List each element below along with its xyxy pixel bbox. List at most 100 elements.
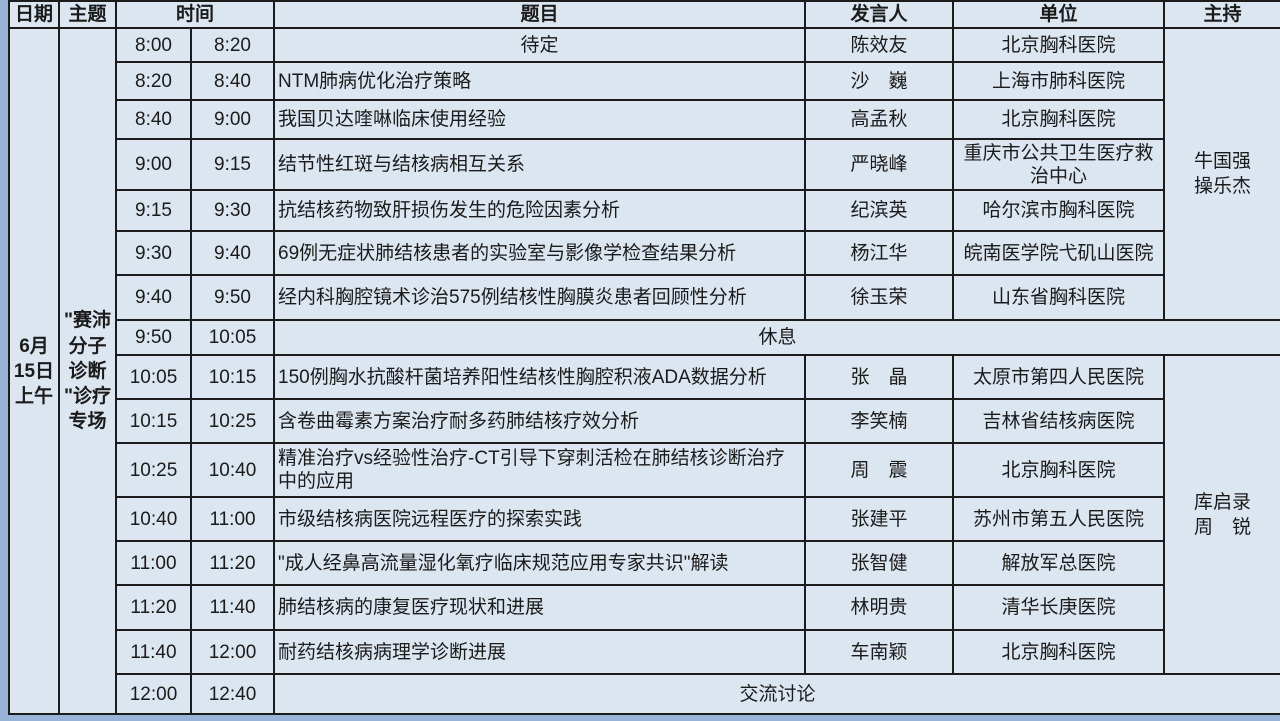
break-row: 12:00 12:40 交流讨论 xyxy=(9,673,1280,716)
topic-line: "赛沛 xyxy=(63,310,111,332)
time-end-cell: 8:40 xyxy=(189,61,276,102)
org-cell: 北京胸科医院 xyxy=(952,629,1166,676)
date-line: 15日 xyxy=(13,360,55,382)
host-line: 库启录 xyxy=(1194,491,1252,513)
title-cell: 含卷曲霉素方案治疗耐多药肺结核疗效分析 xyxy=(273,398,807,445)
org-cell: 北京胸科医院 xyxy=(952,99,1166,141)
time-start-cell: 8:00 xyxy=(115,27,192,64)
date-cell: 6月 15日 上午 xyxy=(8,27,60,716)
table-row: 11:00 11:20 "成人经鼻高流量湿化氧疗临床规范应用专家共识"解读 张智… xyxy=(9,540,1280,587)
speaker-cell: 杨江华 xyxy=(804,230,955,277)
time-start-cell: 9:15 xyxy=(115,189,192,233)
topic-cell: "赛沛 分子 诊断 "诊疗 专场 xyxy=(58,27,117,716)
header-host: 主持 xyxy=(1163,0,1280,30)
host-line: 操乐杰 xyxy=(1194,176,1252,198)
host-cell: 牛国强 操乐杰 xyxy=(1163,27,1280,322)
table-row: 8:20 8:40 NTM肺病优化治疗策略 沙 巍 上海市肺科医院 xyxy=(9,61,1280,102)
time-start-cell: 11:00 xyxy=(115,540,192,587)
table-row: 9:15 9:30 抗结核药物致肝损伤发生的危险因素分析 纪滨英 哈尔滨市胸科医… xyxy=(9,189,1280,233)
time-start-cell: 8:20 xyxy=(115,61,192,102)
time-end-cell: 11:40 xyxy=(189,584,276,632)
time-end-cell: 8:20 xyxy=(189,27,276,64)
time-end-cell: 9:15 xyxy=(189,138,276,192)
org-cell: 吉林省结核病医院 xyxy=(952,398,1166,445)
org-cell: 苏州市第五人民医院 xyxy=(952,496,1166,543)
title-cell: 150例胸水抗酸杆菌培养阳性结核性胸腔积液ADA数据分析 xyxy=(273,354,807,401)
host-line: 牛国强 xyxy=(1194,151,1252,173)
org-cell: 皖南医学院弋矶山医院 xyxy=(952,230,1166,277)
time-end-cell: 10:25 xyxy=(189,398,276,445)
host-line: 周 锐 xyxy=(1194,516,1252,538)
host-cell: 库启录 周 锐 xyxy=(1163,354,1280,676)
speaker-cell: 张智健 xyxy=(804,540,955,587)
header-time: 时间 xyxy=(114,0,276,30)
time-start-cell: 9:50 xyxy=(115,319,192,357)
org-cell: 北京胸科医院 xyxy=(952,27,1166,64)
header-speaker: 发言人 xyxy=(804,0,955,30)
table-row: 8:40 9:00 我国贝达喹啉临床使用经验 高孟秋 北京胸科医院 xyxy=(9,99,1280,141)
time-end-cell: 10:40 xyxy=(189,442,276,499)
title-cell: 待定 xyxy=(273,27,807,64)
conference-schedule-table: 日期 主题 时间 题目 发言人 单位 主持 6月 15日 上午 "赛沛 分子 诊… xyxy=(8,0,1280,716)
speaker-cell: 张 晶 xyxy=(804,354,955,401)
topic-line: 分子 xyxy=(68,335,107,357)
title-cell: 结节性红斑与结核病相互关系 xyxy=(273,138,807,192)
speaker-cell: 徐玉荣 xyxy=(804,274,955,322)
title-cell: 肺结核病的康复医疗现状和进展 xyxy=(273,584,807,632)
title-cell: 69例无症状肺结核患者的实验室与影像学检查结果分析 xyxy=(273,230,807,277)
table-row: 6月 15日 上午 "赛沛 分子 诊断 "诊疗 专场 8:00 8:20 待定 … xyxy=(8,27,1280,716)
time-start-cell: 10:15 xyxy=(115,398,192,445)
table-row: 9:00 9:15 结节性红斑与结核病相互关系 严晓峰 重庆市公共卫生医疗救治中… xyxy=(9,138,1280,192)
speaker-cell: 严晓峰 xyxy=(804,138,955,192)
break-cell: 交流讨论 xyxy=(273,673,1280,716)
time-end-cell: 9:50 xyxy=(189,274,276,322)
break-row: 9:50 10:05 休息 xyxy=(9,319,1280,357)
title-cell: 耐药结核病病理学诊断进展 xyxy=(273,629,807,676)
time-start-cell: 9:00 xyxy=(115,138,192,192)
title-cell: 经内科胸腔镜术诊治575例结核性胸膜炎患者回顾性分析 xyxy=(273,274,807,322)
header-date: 日期 xyxy=(8,0,60,30)
time-start-cell: 11:20 xyxy=(115,584,192,632)
table-row: 9:40 9:50 经内科胸腔镜术诊治575例结核性胸膜炎患者回顾性分析 徐玉荣… xyxy=(9,274,1280,322)
title-cell: 抗结核药物致肝损伤发生的危险因素分析 xyxy=(273,189,807,233)
time-start-cell: 10:25 xyxy=(115,442,192,499)
topic-line: "诊疗 xyxy=(63,385,111,407)
org-cell: 上海市肺科医院 xyxy=(952,61,1166,102)
time-end-cell: 10:05 xyxy=(189,319,276,357)
table-row: 10:25 10:40 精准治疗vs经验性治疗-CT引导下穿刺活检在肺结核诊断治… xyxy=(9,442,1280,499)
time-end-cell: 11:00 xyxy=(189,496,276,543)
title-cell: "成人经鼻高流量湿化氧疗临床规范应用专家共识"解读 xyxy=(273,540,807,587)
title-cell: 精准治疗vs经验性治疗-CT引导下穿刺活检在肺结核诊断治疗中的应用 xyxy=(273,442,807,499)
table-row: 9:30 9:40 69例无症状肺结核患者的实验室与影像学检查结果分析 杨江华 … xyxy=(9,230,1280,277)
time-start-cell: 12:00 xyxy=(115,673,192,716)
time-end-cell: 9:40 xyxy=(189,230,276,277)
topic-line: 专场 xyxy=(68,410,107,432)
org-cell: 山东省胸科医院 xyxy=(952,274,1166,322)
title-cell: 我国贝达喹啉临床使用经验 xyxy=(273,99,807,141)
header-row: 日期 主题 时间 题目 发言人 单位 主持 xyxy=(8,0,1280,30)
speaker-cell: 张建平 xyxy=(804,496,955,543)
time-end-cell: 12:40 xyxy=(189,673,276,716)
org-cell: 北京胸科医院 xyxy=(952,442,1166,499)
title-cell: NTM肺病优化治疗策略 xyxy=(273,61,807,102)
org-cell: 哈尔滨市胸科医院 xyxy=(952,189,1166,233)
table-row: 10:15 10:25 含卷曲霉素方案治疗耐多药肺结核疗效分析 李笑楠 吉林省结… xyxy=(9,398,1280,445)
org-cell: 解放军总医院 xyxy=(952,540,1166,587)
speaker-cell: 周 震 xyxy=(804,442,955,499)
header-topic: 主题 xyxy=(58,0,117,30)
time-end-cell: 11:20 xyxy=(189,540,276,587)
time-start-cell: 11:40 xyxy=(115,629,192,676)
org-cell: 太原市第四人民医院 xyxy=(952,354,1166,401)
speaker-cell: 车南颖 xyxy=(804,629,955,676)
speaker-cell: 沙 巍 xyxy=(804,61,955,102)
org-cell: 清华长庚医院 xyxy=(952,584,1166,632)
speaker-cell: 李笑楠 xyxy=(804,398,955,445)
speaker-cell: 高孟秋 xyxy=(804,99,955,141)
topic-line: 诊断 xyxy=(68,360,107,382)
time-end-cell: 10:15 xyxy=(189,354,276,401)
speaker-cell: 林明贵 xyxy=(804,584,955,632)
table-row: 10:05 10:15 150例胸水抗酸杆菌培养阳性结核性胸腔积液ADA数据分析… xyxy=(9,354,1280,676)
time-start-cell: 9:30 xyxy=(115,230,192,277)
table-row: 11:40 12:00 耐药结核病病理学诊断进展 车南颖 北京胸科医院 xyxy=(9,629,1280,676)
